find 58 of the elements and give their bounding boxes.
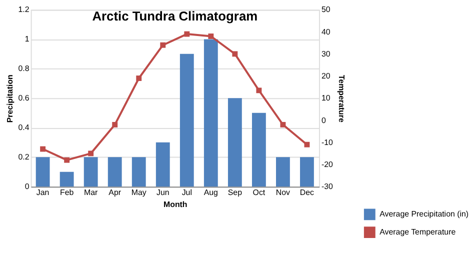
y-tick-label: 1: [24, 34, 30, 44]
y2-tick-label: 20: [321, 72, 331, 81]
point: [64, 157, 70, 163]
x-tick-label: Apr: [108, 188, 122, 198]
x-tick-label: Oct: [252, 188, 266, 198]
point: [40, 146, 46, 152]
point: [136, 76, 142, 81]
bar: [276, 157, 290, 187]
point: [256, 88, 262, 94]
x-tick-label: Nov: [276, 188, 290, 198]
y-axis-title: Precipitation: [5, 74, 14, 123]
bar: [60, 172, 74, 187]
x-axis-title: Month: [163, 200, 188, 209]
point: [184, 31, 190, 37]
x-tick-label: Aug: [204, 188, 218, 198]
y2-tick-label: 10: [321, 94, 331, 103]
legend-label: Average Precipitation (in): [380, 209, 469, 218]
bar: [84, 157, 98, 187]
y-tick-label: 0.2: [18, 152, 30, 162]
y2-tick-label: 0: [321, 116, 326, 125]
y-tick-label: 1.2: [18, 5, 30, 14]
bar: [252, 112, 266, 187]
point: [112, 122, 118, 128]
bar: [108, 157, 122, 187]
y-tick-label: 0.8: [18, 64, 30, 74]
point: [232, 51, 238, 57]
point: [160, 42, 166, 48]
chart-title: Arctic Tundra Climatogram: [92, 8, 258, 24]
bar: [36, 157, 50, 187]
point: [88, 150, 94, 156]
x-tick-label: Jun: [156, 188, 170, 198]
bar: [228, 98, 242, 187]
point: [280, 122, 286, 128]
y-tick-label: 0.6: [18, 94, 30, 103]
bar: [156, 142, 170, 187]
bar: [300, 157, 314, 187]
x-tick-label: Jan: [36, 188, 50, 198]
y2-tick-label: 40: [321, 27, 331, 36]
y2-axis-title: Temperature: [336, 74, 346, 123]
y2-tick-label: -20: [321, 160, 334, 169]
x-tick-label: Dec: [300, 188, 314, 198]
y-tick-label: 0.4: [18, 123, 30, 132]
y2-tick-label: 30: [321, 49, 331, 58]
y2-tick-label: -30: [321, 182, 334, 192]
x-tick-label: May: [131, 188, 146, 198]
y2-tick-label: -10: [321, 138, 334, 147]
bar: [204, 39, 218, 187]
x-tick-label: Feb: [60, 188, 74, 198]
point: [304, 142, 310, 148]
x-tick-label: Mar: [84, 188, 98, 198]
x-tick-label: Sep: [228, 188, 243, 198]
bar: [180, 54, 194, 187]
y-tick-label: 0: [24, 182, 30, 192]
bar: [132, 157, 146, 187]
point: [208, 34, 214, 39]
legend-label: Average Temperature: [380, 227, 456, 236]
y2-tick-label: 50: [321, 5, 331, 14]
x-tick-label: Jul: [182, 188, 192, 198]
